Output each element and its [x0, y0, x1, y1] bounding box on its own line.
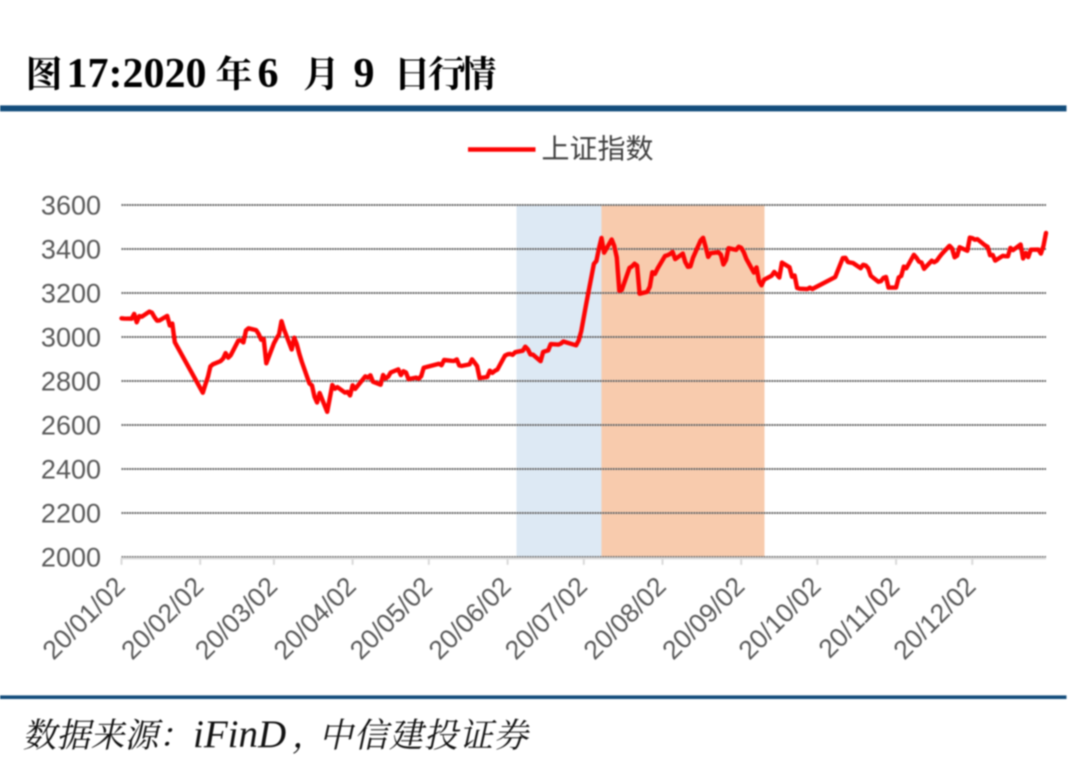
- svg-text:2200: 2200: [41, 499, 101, 529]
- svg-text:3600: 3600: [41, 191, 101, 221]
- svg-text:2400: 2400: [41, 455, 101, 485]
- svg-text:2800: 2800: [41, 367, 101, 397]
- svg-text:2600: 2600: [41, 411, 101, 441]
- svg-text:2000: 2000: [41, 543, 101, 573]
- svg-text:17:2020: 17:2020: [67, 51, 207, 97]
- svg-text:3000: 3000: [41, 323, 101, 353]
- svg-text:6: 6: [258, 51, 279, 97]
- svg-text:9: 9: [354, 51, 375, 97]
- svg-text:3400: 3400: [41, 235, 101, 265]
- svg-text:iFinD: iFinD: [193, 713, 286, 756]
- svg-text:3200: 3200: [41, 279, 101, 309]
